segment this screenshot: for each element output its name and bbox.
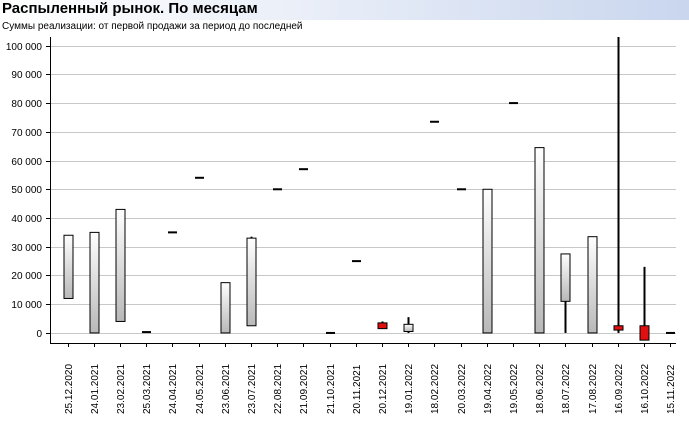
- y-tick-label: 70 000: [11, 128, 42, 139]
- candle: [246, 236, 257, 327]
- candle: [482, 188, 493, 334]
- candle-body: [560, 253, 571, 302]
- x-tick-label: 18.07.2022: [561, 364, 572, 414]
- x-tick-labels: 25.12.2020 24.01.2021 23.02.2021 25.03.2021…: [64, 364, 677, 414]
- x-tick-label: 21.10.2021: [326, 364, 337, 414]
- x-tick-label: 24.05.2021: [195, 364, 206, 414]
- y-tick-label: 80 000: [11, 99, 42, 110]
- candle-body: [403, 323, 414, 333]
- y-tick-label: 0: [36, 329, 42, 340]
- y-tick-label: 30 000: [11, 243, 42, 254]
- x-tick-label: 19.04.2022: [483, 364, 494, 414]
- y-tick-label: 50 000: [11, 185, 42, 196]
- candle-body: [534, 147, 545, 334]
- x-tick-label: 16.10.2022: [640, 364, 651, 414]
- x-tick-label: 24.04.2021: [168, 364, 179, 414]
- x-tick-label: 17.08.2022: [588, 364, 599, 414]
- candle: [63, 234, 74, 299]
- x-tick-label: 23.02.2021: [116, 364, 127, 414]
- chart-title: Распыленный рынок. По месяцам: [2, 0, 258, 17]
- x-tick-label: 18.02.2022: [430, 364, 441, 414]
- y-tick-label: 100 000: [6, 42, 43, 53]
- x-tick-label: 18.06.2022: [535, 364, 546, 414]
- x-tick-label: 16.09.2022: [614, 364, 625, 414]
- candle: [115, 208, 126, 322]
- candle: [89, 231, 100, 334]
- candle: [534, 147, 545, 334]
- x-tick-label: 25.12.2020: [64, 364, 75, 414]
- x-tick-label: 21.09.2021: [299, 364, 310, 414]
- candle: [639, 266, 650, 341]
- candle-body: [63, 234, 74, 299]
- x-tick-label: 22.08.2021: [273, 364, 284, 414]
- title-bar: [0, 0, 689, 20]
- candle: [613, 37, 624, 333]
- candle-body: [89, 231, 100, 334]
- candle-body: [613, 325, 624, 331]
- chart-subtitle: Суммы реализации: от первой продажи за п…: [2, 21, 303, 32]
- candle-body: [220, 282, 231, 334]
- candle: [587, 236, 598, 334]
- candle: [220, 282, 231, 334]
- candle-body: [639, 325, 650, 341]
- x-tick-label: 19.01.2022: [404, 364, 415, 414]
- candle-body: [115, 208, 126, 322]
- x-tick-label: 25.03.2021: [142, 364, 153, 414]
- candle: [377, 321, 388, 330]
- candle-body: [246, 237, 257, 327]
- y-tick-label: 40 000: [11, 214, 42, 225]
- candles: [63, 37, 675, 341]
- x-tick-label: 15.11.2022: [666, 364, 677, 414]
- x-tick-label: 19.05.2022: [509, 364, 520, 414]
- x-tick-label: 23.07.2021: [247, 364, 258, 414]
- x-tick-label: 20.11.2021: [352, 364, 363, 414]
- gridlines: [50, 46, 676, 334]
- candle: [403, 317, 414, 333]
- candle: [142, 331, 151, 334]
- y-tick-labels: 0 10 000 20 000 30 000 40 000 50 000 60 000 70 …: [6, 42, 43, 340]
- candle: [560, 253, 571, 333]
- axes: [46, 37, 676, 347]
- x-tick-label: 20.12.2021: [378, 364, 389, 414]
- y-tick-label: 20 000: [11, 271, 42, 282]
- y-tick-label: 60 000: [11, 157, 42, 168]
- y-tick-label: 90 000: [11, 70, 42, 81]
- x-tick-label: 20.03.2022: [457, 364, 468, 414]
- y-tick-label: 10 000: [11, 300, 42, 311]
- candle-body: [587, 236, 598, 334]
- x-tick-label: 24.01.2021: [90, 364, 101, 414]
- candle-body: [377, 322, 388, 330]
- candle-body: [482, 188, 493, 334]
- x-tick-label: 23.06.2021: [221, 364, 232, 414]
